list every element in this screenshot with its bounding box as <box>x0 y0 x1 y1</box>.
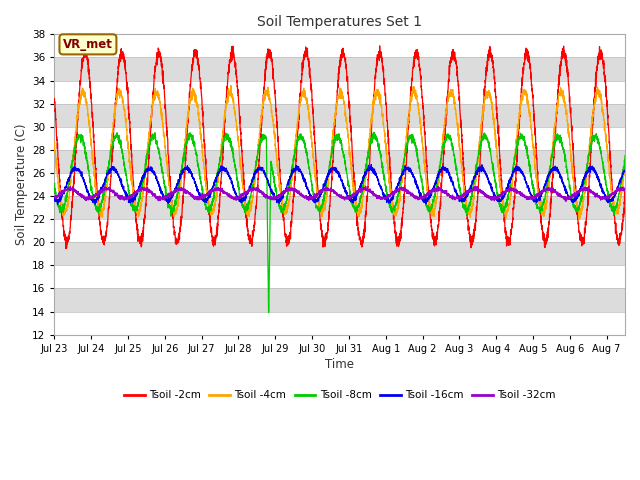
Tsoil -4cm <box>374 93 381 99</box>
Bar <box>54 173 625 196</box>
Tsoil -16cm <box>326 170 333 176</box>
Line: Tsoil -4cm: Tsoil -4cm <box>54 85 625 219</box>
Tsoil -4cm <box>617 193 625 199</box>
Tsoil -4cm <box>298 98 305 104</box>
Tsoil -2cm <box>621 192 629 198</box>
Tsoil -32cm <box>310 194 317 200</box>
Bar <box>54 219 625 242</box>
Tsoil -16cm <box>298 170 305 176</box>
Tsoil -2cm <box>374 59 381 64</box>
Tsoil -16cm <box>310 195 317 201</box>
Tsoil -2cm <box>501 224 509 230</box>
Bar <box>54 265 625 288</box>
Tsoil -8cm <box>501 204 509 209</box>
Tsoil -32cm <box>621 188 629 193</box>
Tsoil -2cm <box>298 78 305 84</box>
Tsoil -32cm <box>326 186 333 192</box>
Bar <box>54 150 625 173</box>
Tsoil -8cm <box>265 310 273 315</box>
Bar <box>54 196 625 219</box>
Tsoil -2cm <box>83 41 90 47</box>
Y-axis label: Soil Temperature (C): Soil Temperature (C) <box>15 124 28 245</box>
Tsoil -8cm <box>370 129 378 135</box>
Line: Tsoil -32cm: Tsoil -32cm <box>54 186 625 202</box>
Tsoil -4cm <box>227 83 235 88</box>
Tsoil -16cm <box>51 194 58 200</box>
Tsoil -2cm <box>62 246 70 252</box>
Line: Tsoil -8cm: Tsoil -8cm <box>54 132 625 312</box>
Bar <box>54 127 625 150</box>
Tsoil -16cm <box>501 190 509 196</box>
Tsoil -16cm <box>374 176 381 182</box>
Tsoil -4cm <box>310 161 317 167</box>
X-axis label: Time: Time <box>325 358 354 371</box>
Line: Tsoil -2cm: Tsoil -2cm <box>54 44 625 249</box>
Tsoil -32cm <box>617 187 625 192</box>
Tsoil -16cm <box>54 202 61 207</box>
Tsoil -4cm <box>575 216 583 222</box>
Tsoil -16cm <box>367 162 375 168</box>
Tsoil -4cm <box>621 156 629 161</box>
Tsoil -4cm <box>501 204 509 209</box>
Tsoil -8cm <box>298 132 305 138</box>
Tsoil -16cm <box>617 179 625 185</box>
Tsoil -32cm <box>562 199 570 204</box>
Tsoil -32cm <box>501 189 509 194</box>
Bar <box>54 242 625 265</box>
Tsoil -8cm <box>374 138 381 144</box>
Tsoil -8cm <box>617 186 625 192</box>
Bar <box>54 35 625 58</box>
Bar <box>54 58 625 81</box>
Line: Tsoil -16cm: Tsoil -16cm <box>54 165 625 204</box>
Tsoil -2cm <box>326 203 333 208</box>
Text: VR_met: VR_met <box>63 38 113 51</box>
Tsoil -2cm <box>51 96 58 102</box>
Tsoil -32cm <box>373 194 381 200</box>
Bar <box>54 312 625 335</box>
Tsoil -8cm <box>621 153 629 158</box>
Tsoil -2cm <box>310 123 318 129</box>
Title: Soil Temperatures Set 1: Soil Temperatures Set 1 <box>257 15 422 29</box>
Tsoil -2cm <box>617 234 625 240</box>
Tsoil -8cm <box>310 190 317 196</box>
Legend: Tsoil -2cm, Tsoil -4cm, Tsoil -8cm, Tsoil -16cm, Tsoil -32cm: Tsoil -2cm, Tsoil -4cm, Tsoil -8cm, Tsoi… <box>120 386 559 405</box>
Tsoil -4cm <box>326 167 333 172</box>
Tsoil -32cm <box>51 195 58 201</box>
Bar <box>54 104 625 127</box>
Bar <box>54 81 625 104</box>
Bar <box>54 288 625 312</box>
Tsoil -8cm <box>51 181 58 187</box>
Tsoil -16cm <box>621 168 629 174</box>
Tsoil -4cm <box>51 139 58 145</box>
Tsoil -8cm <box>326 162 333 168</box>
Tsoil -32cm <box>298 191 305 196</box>
Tsoil -32cm <box>434 183 442 189</box>
